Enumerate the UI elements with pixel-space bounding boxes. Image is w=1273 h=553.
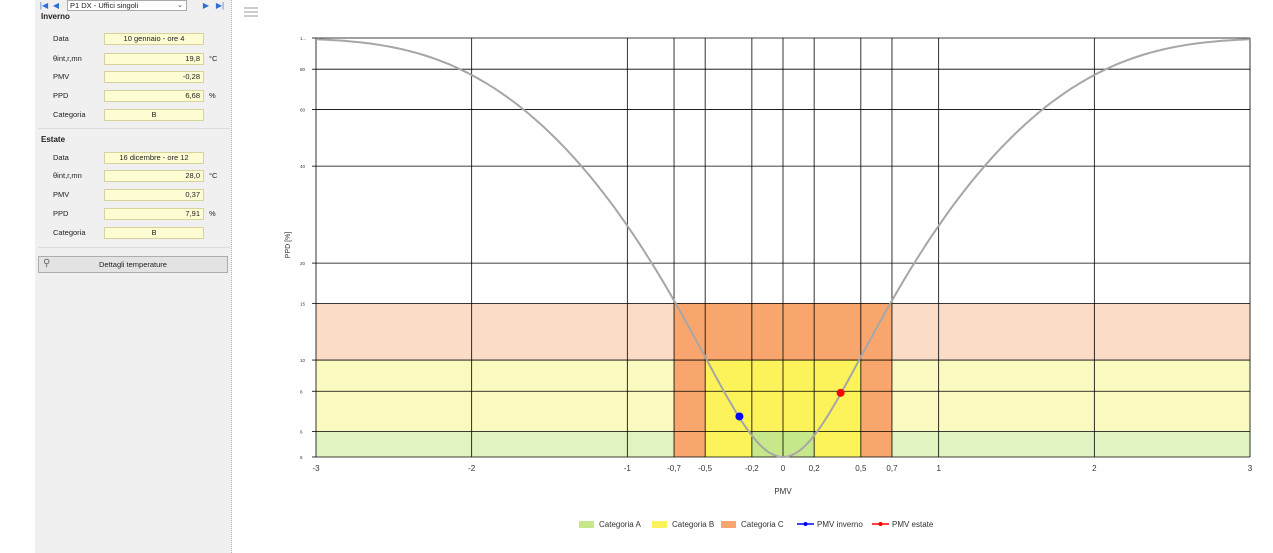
x-tick-label: -0,7 (667, 464, 681, 473)
legend-cat-c-label: Categoria C (741, 520, 784, 529)
x-axis-title: PMV (774, 487, 792, 496)
row-label: PMV (53, 72, 70, 81)
row-label: PPD (53, 91, 69, 100)
row-label: Data (53, 153, 69, 162)
x-tick-label: 0,7 (886, 464, 898, 473)
x-tick-label: 0 (781, 464, 786, 473)
inverno-categoria-field[interactable]: B (104, 109, 204, 121)
estate-row-data: Data 16 dicembre - ore 12 (38, 151, 230, 165)
legend-cat-b-swatch (652, 521, 667, 528)
inverno-row-theta: θint,r,mn 19,8 °C (38, 52, 230, 66)
estate-row-ppd: PPD 7,91 % (38, 207, 230, 221)
next-record-icon[interactable]: ▶ (202, 1, 210, 10)
y-axis-title: PPD [%] (285, 232, 292, 259)
previous-record-icon[interactable]: ◀ (52, 1, 60, 10)
inverno-row-data: Data 10 gennaio - ore 4 (38, 32, 230, 46)
estate-theta-field[interactable]: 28,0 (104, 170, 204, 182)
y-tick-label: 40 (300, 164, 306, 169)
details-temperature-button[interactable]: ⚲ Dettagli temperature (38, 256, 228, 273)
chevron-down-icon: ⌄ (177, 2, 183, 9)
zone-select-value: P1 DX - Uffici singoli (70, 1, 139, 10)
x-tick-label: -1 (624, 464, 632, 473)
magnifier-icon: ⚲ (43, 258, 51, 269)
y-tick-label: 60 (300, 107, 306, 112)
unit-label: °C (209, 171, 218, 180)
window-left-strip (0, 0, 35, 553)
unit-label: % (209, 91, 216, 100)
x-tick-label: -0,5 (698, 464, 712, 473)
legend-cat-b-label: Categoria B (672, 520, 714, 529)
row-label: θint,r,mn (53, 54, 82, 63)
row-label: PMV (53, 190, 70, 199)
record-navigator: |◀ ◀ P1 DX - Uffici singoli ⌄ ▶ ▶| (35, 0, 232, 12)
legend-cat-a-label: Categoria A (599, 520, 641, 529)
inverno-ppd-field[interactable]: 6,68 (104, 90, 204, 102)
unit-label: °C (209, 54, 218, 63)
x-tick-label: -2 (468, 464, 476, 473)
estate-title: Estate (41, 135, 66, 144)
inverno-group: Inverno Data 10 gennaio - ore 4 θint,r,m… (38, 12, 230, 129)
x-tick-label: -3 (312, 464, 320, 473)
legend-cat-a-swatch (579, 521, 594, 528)
y-tick-label: 10 (300, 358, 306, 363)
inverno-title: Inverno (41, 12, 70, 21)
estate-row-theta: θint,r,mn 28,0 °C (38, 169, 230, 183)
row-label: Categoria (53, 228, 86, 237)
y-tick-label: 5 (300, 455, 303, 460)
last-record-icon[interactable]: ▶| (215, 1, 225, 10)
side-panel: |◀ ◀ P1 DX - Uffici singoli ⌄ ▶ ▶| Inver… (35, 0, 232, 553)
inverno-row-ppd: PPD 6,68 % (38, 89, 230, 103)
estate-group: Estate Data 16 dicembre - ore 12 θint,r,… (38, 135, 230, 248)
pmv-estate-point (836, 388, 845, 397)
estate-ppd-field[interactable]: 7,91 (104, 208, 204, 220)
row-label: Categoria (53, 110, 86, 119)
inverno-row-pmv: PMV -0,28 (38, 70, 230, 84)
inverno-theta-field[interactable]: 19,8 (104, 53, 204, 65)
row-label: PPD (53, 209, 69, 218)
inverno-data-field[interactable]: 10 gennaio - ore 4 (104, 33, 204, 45)
x-tick-label: -0,2 (745, 464, 759, 473)
y-tick-label: 8 (300, 389, 303, 394)
row-label: Data (53, 34, 69, 43)
legend-cat-c-swatch (721, 521, 736, 528)
estate-pmv-field[interactable]: 0,37 (104, 189, 204, 201)
x-tick-label: 0,5 (855, 464, 867, 473)
estate-categoria-field[interactable]: B (104, 227, 204, 239)
unit-label: % (209, 209, 216, 218)
chart-menu-icon[interactable] (244, 7, 258, 17)
estate-row-pmv: PMV 0,37 (38, 188, 230, 202)
row-label: θint,r,mn (53, 171, 82, 180)
legend-pmv-estate-marker (878, 522, 883, 526)
y-tick-label: 80 (300, 67, 306, 72)
first-record-icon[interactable]: |◀ (39, 1, 49, 10)
y-tick-label: 20 (300, 261, 306, 266)
legend-pmv-inverno-marker (803, 522, 808, 526)
x-tick-label: 2 (1092, 464, 1097, 473)
details-button-label: Dettagli temperature (99, 260, 167, 269)
inverno-row-categoria: Categoria B (38, 108, 230, 122)
y-tick-label: 1... (300, 36, 306, 41)
zone-select[interactable]: P1 DX - Uffici singoli ⌄ (67, 0, 187, 11)
y-tick-label: 6 (300, 429, 303, 434)
estate-data-field[interactable]: 16 dicembre - ore 12 (104, 152, 204, 164)
x-tick-label: 1 (936, 464, 941, 473)
legend-pmv-inverno-label: PMV inverno (817, 520, 863, 529)
x-tick-label: 3 (1248, 464, 1253, 473)
estate-row-categoria: Categoria B (38, 226, 230, 240)
inverno-pmv-field[interactable]: -0,28 (104, 71, 204, 83)
x-tick-label: 0,2 (809, 464, 821, 473)
y-tick-label: 15 (300, 301, 306, 306)
pmv-inverno-point (735, 412, 744, 421)
legend-pmv-estate-label: PMV estate (892, 520, 934, 529)
ppd-curve (315, 38, 1251, 459)
